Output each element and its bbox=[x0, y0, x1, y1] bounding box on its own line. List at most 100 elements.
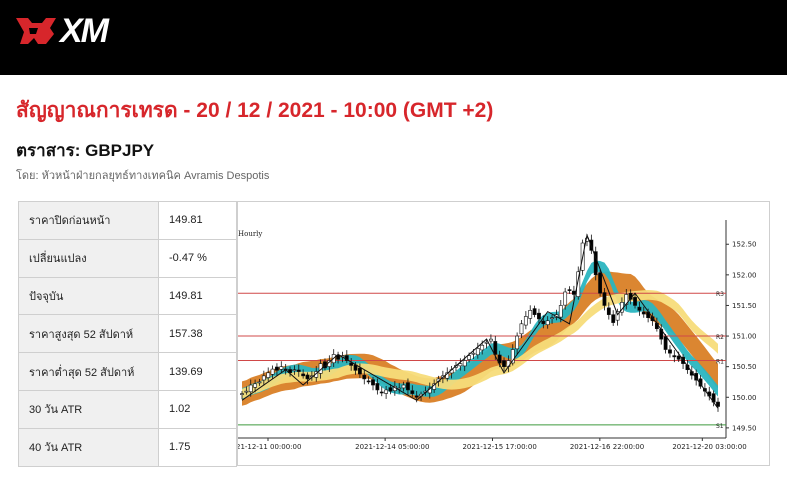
candle-body bbox=[545, 320, 550, 326]
candle-body bbox=[493, 341, 498, 355]
candle-body bbox=[668, 349, 672, 354]
zigzag-line bbox=[241, 233, 719, 409]
stats-table: ราคาปิดก่อนหน้า 149.81 เปลี่ยนแปลง -0.47 % ป… bbox=[18, 201, 237, 467]
candle-body bbox=[301, 373, 306, 377]
candle-body bbox=[336, 354, 340, 360]
candle-body bbox=[471, 352, 476, 355]
candle-body bbox=[502, 360, 506, 367]
candle-body bbox=[375, 383, 380, 391]
stats-row: 40 วัน ATR 1.75 bbox=[18, 427, 237, 467]
candle-body bbox=[384, 389, 389, 394]
candle-body bbox=[475, 348, 480, 356]
level-label-r1: R1 bbox=[716, 359, 724, 366]
candle-body bbox=[401, 384, 406, 389]
candle-body bbox=[358, 367, 362, 375]
stat-label: ปัจจุบัน bbox=[18, 276, 159, 316]
stats-row: ราคาต่ำสุด 52 สัปดาห์ 139.69 bbox=[18, 352, 237, 391]
candle-body bbox=[550, 317, 554, 319]
candle-body bbox=[606, 307, 611, 315]
candle-body bbox=[716, 401, 720, 407]
x-tick-label: 2021-12-16 22:00:00 bbox=[570, 443, 644, 451]
level-label-s1: S1 bbox=[716, 423, 724, 430]
xm-logo[interactable]: XM bbox=[14, 12, 109, 50]
y-tick-label: 151.00 bbox=[732, 333, 757, 341]
candle-body bbox=[379, 391, 384, 394]
stat-label: 40 วัน ATR bbox=[18, 427, 159, 467]
stat-value: 1.02 bbox=[158, 389, 237, 429]
candle-body bbox=[558, 305, 563, 318]
stats-row: เปลี่ยนแปลง -0.47 % bbox=[18, 238, 237, 278]
stats-row: 30 วัน ATR 1.02 bbox=[18, 389, 237, 429]
candle-body bbox=[410, 390, 415, 394]
candle-body bbox=[537, 312, 541, 320]
candle-body bbox=[244, 390, 249, 393]
y-tick-label: 152.00 bbox=[732, 271, 757, 279]
candle-body bbox=[288, 369, 292, 374]
x-tick-label: 2021-12-15 17:00:00 bbox=[462, 443, 536, 451]
candle-body bbox=[576, 271, 581, 297]
x-tick-label: 2021-12-14 05:00:00 bbox=[355, 443, 429, 451]
x-tick-label: 21-12-11 00:00:00 bbox=[238, 443, 301, 451]
candle-body bbox=[541, 320, 546, 325]
candle-body bbox=[248, 384, 253, 393]
candle-body bbox=[497, 354, 502, 364]
stats-row: ราคาสูงสุด 52 สัปดาห์ 157.38 bbox=[18, 314, 237, 354]
timeframe-label: Hourly bbox=[238, 230, 262, 238]
x-tick-label: 2021-12-20 03:00:00 bbox=[672, 443, 746, 451]
candlestick-chart: Hourly R3 R2 R1 S1 149.50 150.00 150.50 151.00 15… bbox=[238, 202, 769, 465]
candle-body bbox=[257, 381, 262, 384]
candle-body bbox=[292, 369, 297, 372]
candle-body bbox=[462, 360, 467, 367]
stat-label: ราคาต่ำสุด 52 สัปดาห์ bbox=[18, 352, 159, 391]
candle-body bbox=[253, 383, 258, 388]
y-tick-label: 150.00 bbox=[732, 394, 757, 402]
site-header: XM bbox=[0, 0, 787, 75]
candle-body bbox=[519, 323, 524, 335]
candle-body bbox=[240, 393, 244, 395]
candle-body bbox=[489, 338, 493, 342]
candle-body bbox=[510, 349, 515, 364]
price-chart: Hourly R3 R2 R1 S1 149.50 150.00 150.50 151.00 15… bbox=[237, 201, 770, 466]
candle-body bbox=[480, 344, 485, 351]
stat-label: 30 วัน ATR bbox=[18, 389, 159, 429]
candle-body bbox=[371, 379, 375, 386]
candle-body bbox=[388, 387, 393, 392]
candle-body bbox=[270, 368, 275, 375]
level-label-r2: R2 bbox=[716, 334, 724, 341]
candle-body bbox=[349, 362, 354, 366]
candle-body bbox=[467, 355, 471, 360]
candle-body bbox=[362, 374, 367, 380]
candle-body bbox=[694, 373, 699, 381]
y-tick-label: 149.50 bbox=[732, 424, 757, 432]
candle-body bbox=[414, 395, 419, 398]
stat-label: ราคาสูงสุด 52 สัปดาห์ bbox=[18, 314, 159, 354]
candle-body bbox=[266, 372, 271, 378]
candle-body bbox=[275, 366, 279, 371]
candle-body bbox=[366, 380, 371, 383]
author-byline: โดย: หัวหน้าฝ่ายกลยุทธ์ทางเทคนิค Avramis… bbox=[16, 170, 270, 182]
stat-value: 157.38 bbox=[158, 314, 237, 354]
candle-body bbox=[296, 369, 301, 372]
candle-body bbox=[637, 306, 642, 311]
bull-logo-icon bbox=[16, 18, 56, 44]
candle-body bbox=[532, 308, 537, 315]
candle-body bbox=[279, 366, 284, 370]
candle-body bbox=[672, 355, 677, 358]
stat-value: -0.47 % bbox=[158, 238, 237, 278]
stat-value: 149.81 bbox=[158, 201, 237, 240]
level-label-r3: R3 bbox=[716, 291, 724, 298]
candle-body bbox=[567, 289, 572, 291]
page-title: สัญญาณการเทรด - 20 / 12 / 2021 - 10:00 (… bbox=[16, 99, 494, 122]
candle-body bbox=[458, 363, 463, 367]
candle-body bbox=[515, 335, 520, 350]
logo-text: XM bbox=[60, 12, 109, 50]
candle-body bbox=[528, 310, 533, 319]
stat-label: ราคาปิดก่อนหน้า bbox=[18, 201, 159, 240]
candle-body bbox=[563, 291, 568, 306]
candle-body bbox=[261, 375, 266, 381]
stat-label: เปลี่ยนแปลง bbox=[18, 238, 159, 278]
candle-body bbox=[598, 272, 602, 294]
candle-body bbox=[602, 292, 607, 306]
candle-body bbox=[305, 374, 310, 380]
y-tick-label: 151.50 bbox=[732, 302, 757, 310]
